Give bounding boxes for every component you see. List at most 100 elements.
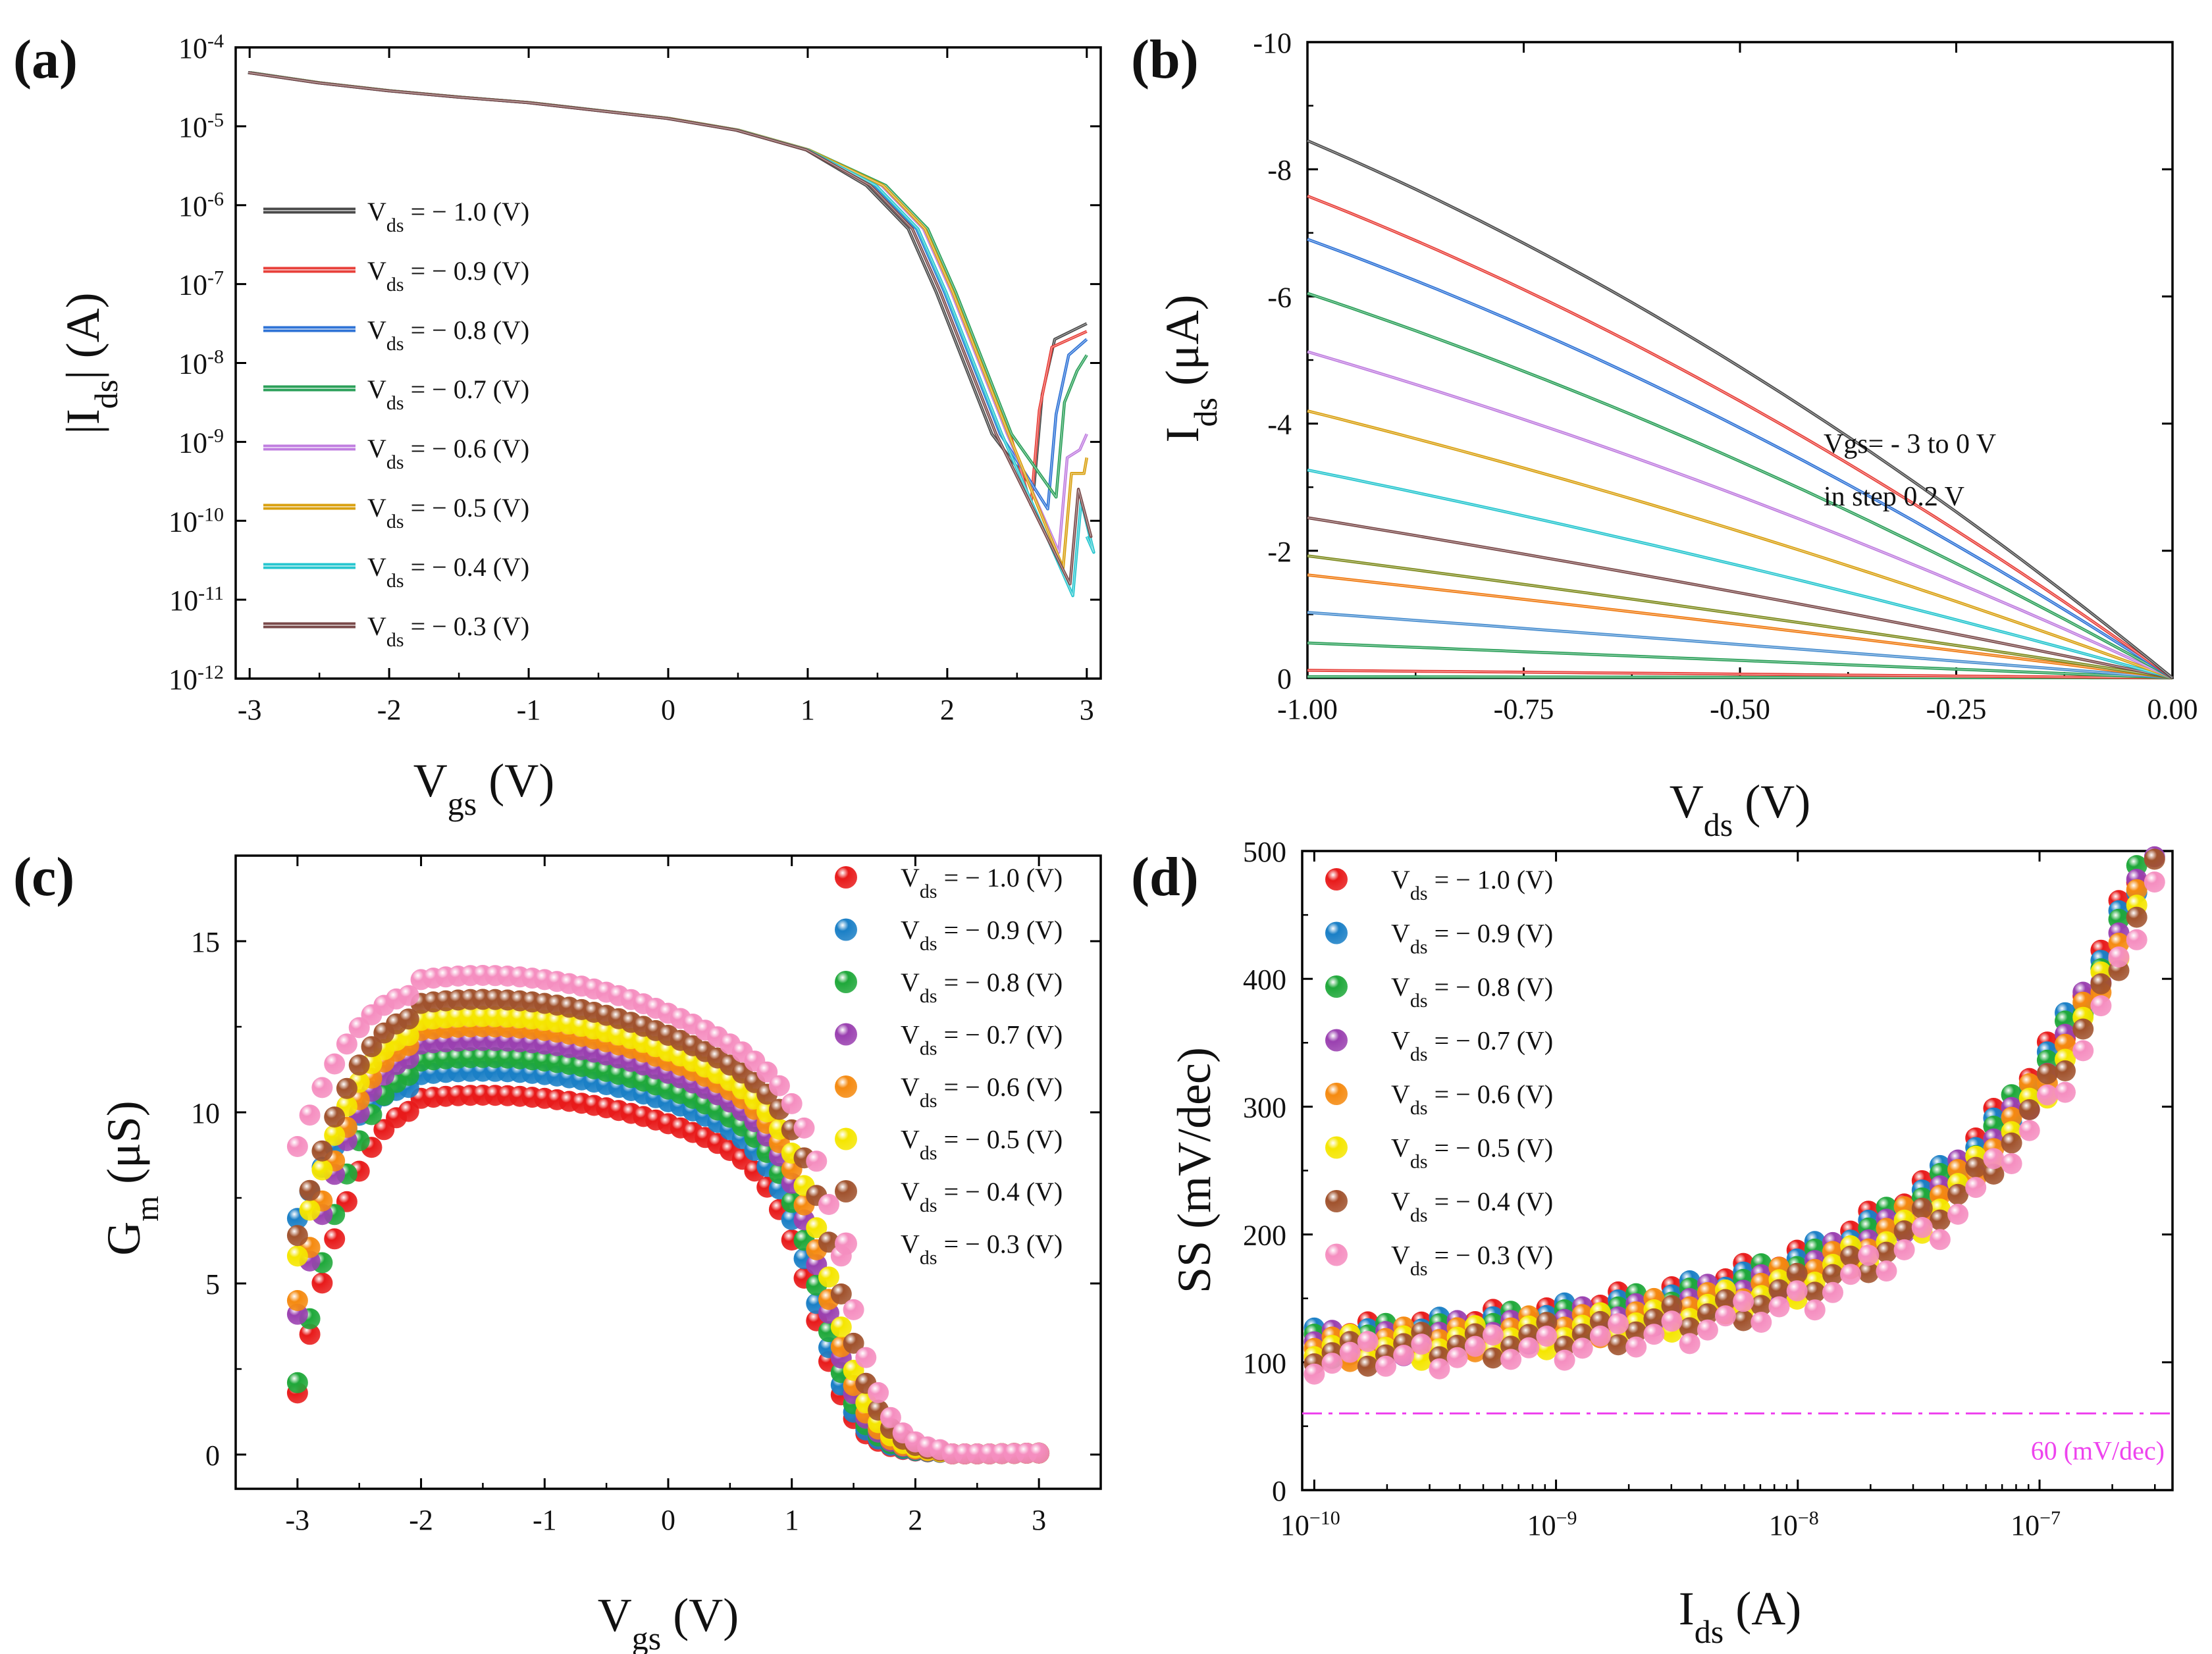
panel-a: (a) -3 -2 -1 0 1 2 3 10-12 10-11 10-10 10-9 10-8 10-7… xyxy=(13,29,1102,822)
ss-point-7 xyxy=(1929,1229,1951,1251)
ss-point-6 xyxy=(2055,1060,2076,1081)
x-tick-label: 1 xyxy=(801,694,815,726)
ss-point-7 xyxy=(1357,1331,1379,1353)
ss-point-7 xyxy=(1679,1333,1700,1355)
x-tick-label: 2 xyxy=(908,1504,922,1536)
panel-label-d: (d) xyxy=(1131,846,1199,908)
ss-point-6 xyxy=(2090,973,2112,995)
ss-point-7 xyxy=(1876,1260,1897,1282)
iv-curve-highlight-6 xyxy=(1307,517,2173,679)
x-tick-label: 0 xyxy=(661,694,675,726)
legend-label: Vds = − 0.9 (V) xyxy=(1391,919,1553,958)
y-tick-label: 0 xyxy=(205,1439,220,1472)
ss-point-4 xyxy=(2126,879,2147,900)
ss-point-7 xyxy=(1339,1341,1361,1363)
reference-line-label: 60 (mV/dec) xyxy=(2031,1435,2165,1465)
ss-point-6 xyxy=(2144,848,2165,870)
gm-point-6 xyxy=(311,1140,333,1162)
ss-point-6 xyxy=(1804,1281,1826,1303)
ss-point-7 xyxy=(1304,1363,1325,1385)
x-tick-label: 2 xyxy=(940,694,955,726)
ss-point-6 xyxy=(1589,1310,1611,1332)
ss-point-6 xyxy=(1608,1334,1629,1356)
plot-frame xyxy=(1306,41,2174,679)
gm-point-6 xyxy=(830,1283,852,1305)
legend-marker xyxy=(1325,1243,1348,1266)
ss-point-7 xyxy=(1661,1310,1683,1332)
ss-point-6 xyxy=(2018,1099,2040,1120)
x-tick-label: 3 xyxy=(1080,694,1094,726)
iv-curve-highlight-3 xyxy=(1307,611,2173,679)
ss-point-6 xyxy=(2036,1063,2058,1085)
y-axis-title: Gm (μS) xyxy=(97,1100,165,1256)
ss-point-6 xyxy=(1822,1264,1843,1285)
iv-curve-4 xyxy=(1307,573,2173,680)
iv-curve-8 xyxy=(1307,409,2173,680)
legend-label: Vds = − 1.0 (V) xyxy=(901,863,1063,902)
iv-curve-highlight-1 xyxy=(1307,669,2173,679)
ss-point-6 xyxy=(1876,1241,1897,1263)
y-tick-label: -2 xyxy=(1267,536,1292,568)
gm-point-7 xyxy=(818,1194,839,1215)
legend-label: Vds = − 0.9 (V) xyxy=(367,256,529,296)
ss-point-6 xyxy=(1858,1262,1880,1283)
ss-point-6 xyxy=(1357,1355,1379,1377)
iv-curve-11 xyxy=(1307,238,2174,679)
y-tick-label: 500 xyxy=(1243,836,1286,868)
ss-point-6 xyxy=(1929,1209,1951,1231)
gm-point-6 xyxy=(843,1332,864,1354)
ss-point-7 xyxy=(2036,1084,2058,1106)
y-tick-label: 15 xyxy=(191,926,220,958)
y-tick-label: 400 xyxy=(1243,964,1286,996)
ss-point-7 xyxy=(1643,1324,1665,1345)
ss-point-7 xyxy=(1840,1264,1862,1285)
ss-point-7 xyxy=(2126,929,2147,950)
y-tick-label: 10-6 xyxy=(178,188,224,222)
legend-label: Vds = − 0.5 (V) xyxy=(367,493,529,532)
legend-marker xyxy=(1325,868,1348,891)
x-axis-title: Ids (A) xyxy=(1679,1582,1801,1650)
ss-point-6 xyxy=(1768,1279,1790,1301)
x-tick-label: -3 xyxy=(286,1504,310,1536)
y-tick-label: 10-5 xyxy=(178,109,224,143)
ss-point-7 xyxy=(1429,1358,1450,1380)
legend-label: Vds = − 1.0 (V) xyxy=(367,197,529,236)
gm-point-7 xyxy=(868,1382,889,1403)
ss-point-7 xyxy=(1518,1337,1540,1358)
y-axis-title: Ids (μA) xyxy=(1156,294,1224,442)
gm-point-5 xyxy=(324,1125,346,1146)
ss-point-7 xyxy=(1822,1281,1843,1303)
ss-point-6 xyxy=(1643,1308,1665,1330)
legend-marker xyxy=(835,918,857,941)
ss-point-6 xyxy=(1911,1197,1933,1219)
gm-point-6 xyxy=(324,1106,346,1128)
ss-point-6 xyxy=(1965,1156,1987,1178)
panel-label-a: (a) xyxy=(13,29,78,90)
ss-point-7 xyxy=(2001,1153,2022,1174)
gm-point-7 xyxy=(286,1136,308,1157)
legend-label: Vds = − 0.7 (V) xyxy=(367,375,529,414)
gm-point-6 xyxy=(286,1225,308,1247)
legend-label: Vds = − 0.5 (V) xyxy=(1391,1133,1553,1173)
gm-point-6 xyxy=(398,1008,419,1030)
ss-point-6 xyxy=(1947,1183,1969,1205)
gm-point-5 xyxy=(286,1245,308,1267)
ss-point-7 xyxy=(1536,1326,1558,1347)
x-tick-label: -1.00 xyxy=(1277,693,1338,725)
y-tick-label: -8 xyxy=(1267,154,1292,186)
y-tick-label: -4 xyxy=(1267,409,1292,441)
ss-point-6 xyxy=(1733,1310,1754,1331)
gm-point-7 xyxy=(756,1061,778,1083)
ss-point-6 xyxy=(1483,1347,1504,1369)
legend-label: Vds = − 0.6 (V) xyxy=(1391,1079,1553,1119)
legend-label: Vds = − 0.8 (V) xyxy=(367,315,529,355)
ss-point-7 xyxy=(1947,1203,1969,1225)
gm-point-7 xyxy=(806,1150,828,1172)
y-tick-label: 10-8 xyxy=(178,346,224,380)
ss-point-6 xyxy=(1983,1163,2005,1185)
ss-point-6 xyxy=(1715,1289,1736,1310)
x-tick-label: -3 xyxy=(238,694,262,726)
legend-label: Vds = − 0.9 (V) xyxy=(901,916,1063,955)
ss-point-5 xyxy=(1411,1349,1433,1371)
y-tick-label: 200 xyxy=(1243,1220,1286,1252)
